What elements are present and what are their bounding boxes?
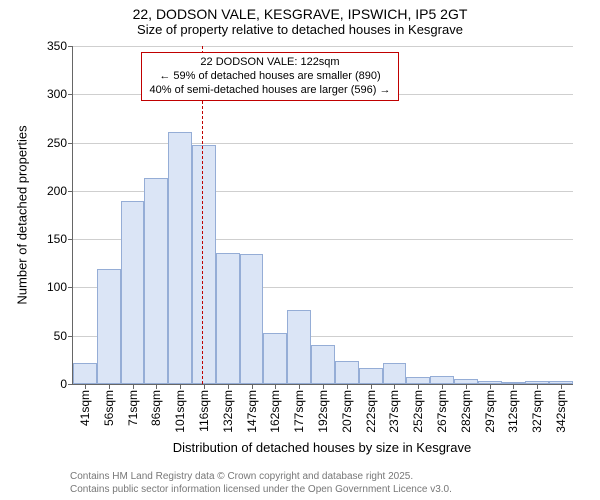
plot-area: 05010015020025030035041sqm56sqm71sqm86sq… [72,46,573,385]
bar [216,253,240,384]
bar [121,201,145,384]
footnote-line1: Contains HM Land Registry data © Crown c… [70,470,452,483]
xtick-label: 147sqm [245,390,259,433]
xtick-label: 267sqm [435,390,449,433]
xtick-label: 312sqm [506,390,520,433]
xtick-label: 56sqm [102,390,116,426]
bar [144,178,168,384]
xtick-mark [323,384,324,389]
xtick-label: 116sqm [197,390,211,432]
title-block: 22, DODSON VALE, KESGRAVE, IPSWICH, IP5 … [0,6,600,37]
xtick-label: 237sqm [387,390,401,433]
xtick-mark [204,384,205,389]
bar [263,333,287,384]
xtick-mark [442,384,443,389]
xtick-mark [133,384,134,389]
title-sub: Size of property relative to detached ho… [0,22,600,37]
xtick-mark [109,384,110,389]
xtick-label: 222sqm [364,390,378,433]
xtick-label: 177sqm [292,390,306,433]
xtick-label: 86sqm [149,390,163,426]
xtick-label: 132sqm [221,390,235,433]
ytick-label: 50 [54,329,73,343]
bar [73,363,97,384]
ytick-label: 300 [47,87,73,101]
xtick-mark [371,384,372,389]
xtick-mark [156,384,157,389]
grid-line [73,143,573,144]
bar [359,368,383,384]
ytick-label: 0 [60,377,73,391]
xtick-mark [180,384,181,389]
bar [168,132,192,384]
xtick-label: 41sqm [78,390,92,426]
xtick-mark [561,384,562,389]
xtick-label: 252sqm [411,390,425,433]
footnote: Contains HM Land Registry data © Crown c… [70,470,452,496]
xtick-label: 282sqm [459,390,473,433]
xtick-mark [418,384,419,389]
bar [430,376,454,384]
xtick-mark [228,384,229,389]
xtick-label: 71sqm [126,390,140,426]
xtick-mark [513,384,514,389]
xtick-mark [252,384,253,389]
xtick-label: 162sqm [268,390,282,433]
xtick-mark [347,384,348,389]
ytick-label: 150 [47,232,73,246]
xtick-label: 192sqm [316,390,330,433]
grid-line [73,46,573,47]
chart-container: 22, DODSON VALE, KESGRAVE, IPSWICH, IP5 … [0,0,600,500]
bar [287,310,311,384]
xtick-mark [466,384,467,389]
xtick-mark [85,384,86,389]
bar [311,345,335,384]
xtick-label: 327sqm [530,390,544,433]
x-axis-label: Distribution of detached houses by size … [173,440,471,455]
ytick-label: 350 [47,39,73,53]
annotation-box: 22 DODSON VALE: 122sqm← 59% of detached … [141,52,399,101]
xtick-label: 342sqm [554,390,568,433]
bar [240,254,264,384]
xtick-mark [275,384,276,389]
xtick-label: 207sqm [340,390,354,433]
ytick-label: 200 [47,184,73,198]
annotation-line3: 40% of semi-detached houses are larger (… [148,84,392,98]
xtick-mark [299,384,300,389]
xtick-mark [537,384,538,389]
annotation-line1: 22 DODSON VALE: 122sqm [148,56,392,70]
bar [97,269,121,384]
xtick-label: 297sqm [483,390,497,433]
xtick-mark [490,384,491,389]
bar [335,361,359,384]
bar [383,363,407,384]
bar [192,145,216,384]
ytick-label: 100 [47,280,73,294]
xtick-mark [394,384,395,389]
footnote-line2: Contains public sector information licen… [70,483,452,496]
y-axis-label: Number of detached properties [15,125,30,304]
xtick-label: 101sqm [173,390,187,433]
ytick-label: 250 [47,136,73,150]
annotation-line2: ← 59% of detached houses are smaller (89… [148,70,392,84]
title-main: 22, DODSON VALE, KESGRAVE, IPSWICH, IP5 … [0,6,600,22]
bar [406,377,430,384]
